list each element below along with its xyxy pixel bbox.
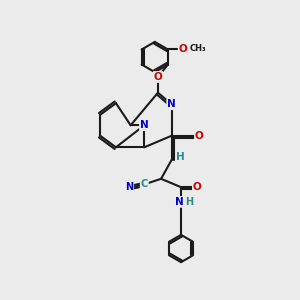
- Text: N: N: [125, 182, 133, 192]
- Text: H: H: [185, 197, 193, 207]
- Text: H: H: [176, 152, 185, 162]
- Text: N: N: [167, 99, 176, 109]
- Text: O: O: [195, 131, 204, 141]
- Text: O: O: [193, 182, 202, 192]
- Text: O: O: [154, 72, 162, 82]
- Text: O: O: [178, 44, 188, 54]
- Text: CH₃: CH₃: [190, 44, 206, 53]
- Text: N: N: [175, 197, 183, 207]
- Text: C: C: [141, 178, 148, 189]
- Text: N: N: [140, 120, 149, 130]
